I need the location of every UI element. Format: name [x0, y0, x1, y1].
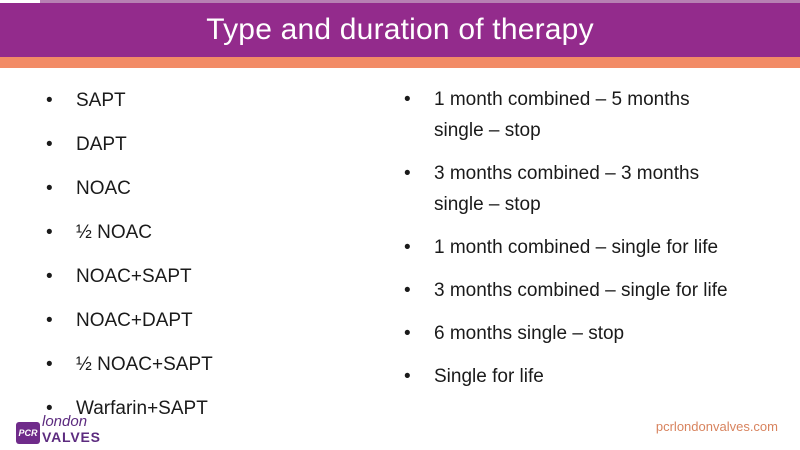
list-item: DAPT [40, 134, 360, 156]
list-item: NOAC+SAPT [40, 266, 360, 288]
list-item: NOAC [40, 178, 360, 200]
header-band: Type and duration of therapy [0, 3, 800, 57]
list-item: 3 months combined – 3 months single – st… [398, 158, 729, 220]
list-item: 6 months single – stop [398, 318, 729, 349]
list-item: Warfarin+SAPT [40, 398, 360, 420]
header-accent-divider [0, 57, 800, 68]
page-title: Type and duration of therapy [206, 13, 594, 46]
pcr-logo-badge: PCR [16, 422, 40, 444]
list-item: NOAC+DAPT [40, 310, 360, 332]
list-item: 1 month combined – single for life [398, 232, 729, 263]
logo-city-label: london [42, 413, 88, 430]
list-item: SAPT [40, 90, 360, 112]
pcr-london-valves-logo: PCR london VALVES [16, 414, 101, 444]
therapy-type-list: SAPT DAPT NOAC ½ NOAC NOAC+SAPT NOAC+DAP… [40, 90, 360, 442]
list-item: 3 months combined – single for life [398, 275, 729, 306]
logo-name-label: VALVES [42, 429, 101, 445]
list-item: ½ NOAC+SAPT [40, 354, 360, 376]
header-top-edge [40, 0, 800, 3]
list-item: 1 month combined – 5 months single – sto… [398, 84, 729, 146]
list-item: ½ NOAC [40, 222, 360, 244]
logo-text: london VALVES [42, 414, 101, 444]
list-item: Single for life [398, 361, 729, 392]
website-link[interactable]: pcrlondonvalves.com [655, 419, 778, 434]
therapy-duration-list: 1 month combined – 5 months single – sto… [398, 84, 743, 404]
